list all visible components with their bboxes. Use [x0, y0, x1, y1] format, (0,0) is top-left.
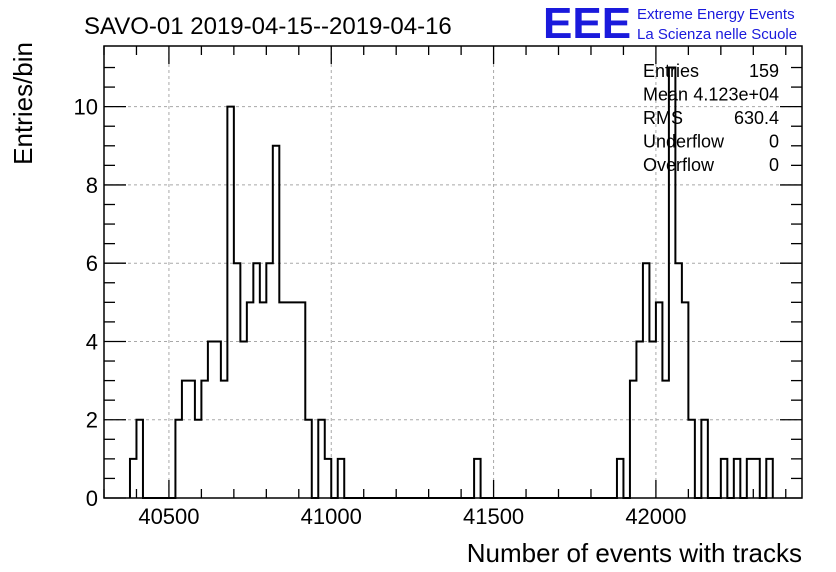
- y-tick-label: 6: [86, 251, 98, 276]
- y-axis-label: Entries/bin: [8, 42, 38, 165]
- stats-value: 159: [749, 61, 779, 81]
- eee-logo: EEE Extreme Energy Events La Scienza nel…: [543, 0, 797, 48]
- stats-label: Mean: [643, 85, 688, 105]
- logo-eee-mark: EEE: [543, 0, 631, 48]
- stats-label: RMS: [643, 108, 683, 128]
- stats-value: 4.123e+04: [693, 85, 779, 105]
- y-tick-label: 8: [86, 173, 98, 198]
- grid-layer: [104, 46, 802, 498]
- x-tick-label: 40500: [138, 504, 199, 529]
- y-tick-label: 0: [86, 486, 98, 511]
- y-tick-label: 2: [86, 408, 98, 433]
- x-tick-label: 41500: [463, 504, 524, 529]
- stats-value: 630.4: [734, 108, 779, 128]
- logo-line-2: La Scienza nelle Scuole: [637, 26, 797, 43]
- chart-title: SAVO-01 2019-04-15--2019-04-16: [84, 13, 452, 40]
- axis-ticks: 40500 41000 41500 42000 0 2 4 6 8 10: [74, 46, 802, 529]
- stats-value: 0: [769, 132, 779, 152]
- stats-label: Underflow: [643, 132, 725, 152]
- x-axis-label: Number of events with tracks: [467, 538, 802, 568]
- plot-frame: [103, 45, 803, 499]
- x-tick-label: 41000: [301, 504, 362, 529]
- stats-label: Overflow: [643, 155, 715, 175]
- stats-label: Entries: [643, 61, 699, 81]
- stats-value: 0: [769, 155, 779, 175]
- y-tick-label: 4: [86, 329, 98, 354]
- stats-box: Entries 159 Mean 4.123e+04 RMS 630.4 Underflow…: [643, 61, 779, 175]
- x-tick-label: 42000: [625, 504, 686, 529]
- y-tick-label: 10: [74, 95, 98, 120]
- logo-line-1: Extreme Energy Events: [637, 6, 795, 23]
